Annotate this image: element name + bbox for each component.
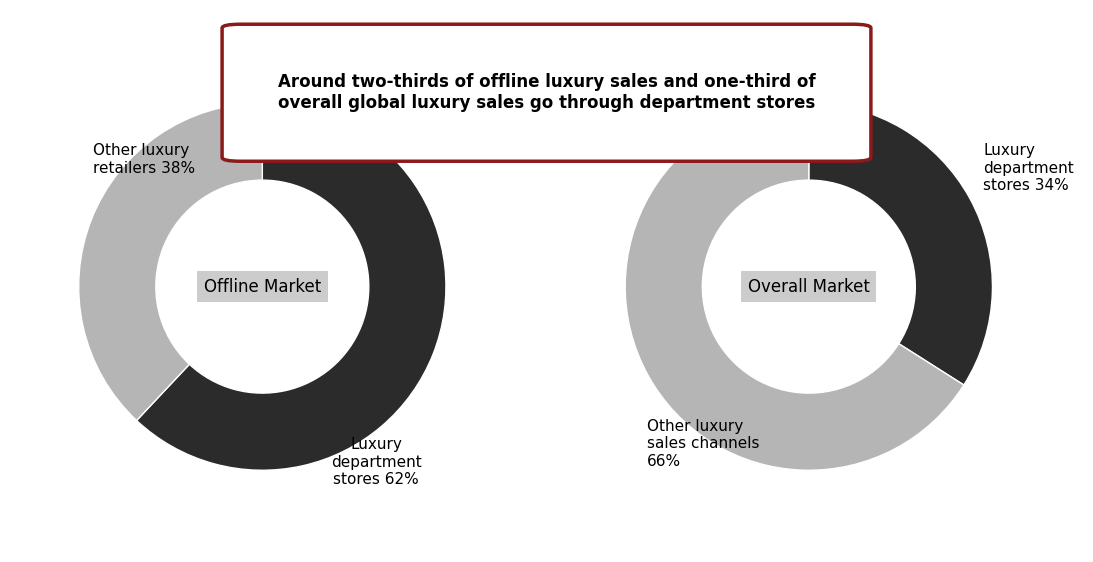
Text: Luxury
department
stores 34%: Luxury department stores 34% — [984, 143, 1074, 193]
Text: Overall Market: Overall Market — [748, 278, 870, 296]
Wedge shape — [79, 103, 262, 420]
Text: Luxury
department
stores 62%: Luxury department stores 62% — [331, 437, 422, 487]
Wedge shape — [809, 103, 992, 385]
Text: Other luxury
retailers 38%: Other luxury retailers 38% — [93, 143, 196, 176]
Wedge shape — [625, 103, 964, 470]
Wedge shape — [137, 103, 446, 470]
Text: Offline Market: Offline Market — [203, 278, 321, 296]
Text: Around two-thirds of offline luxury sales and one-third of
overall global luxury: Around two-thirds of offline luxury sale… — [278, 73, 815, 112]
FancyBboxPatch shape — [222, 24, 871, 161]
Text: Other luxury
sales channels
66%: Other luxury sales channels 66% — [647, 419, 760, 469]
